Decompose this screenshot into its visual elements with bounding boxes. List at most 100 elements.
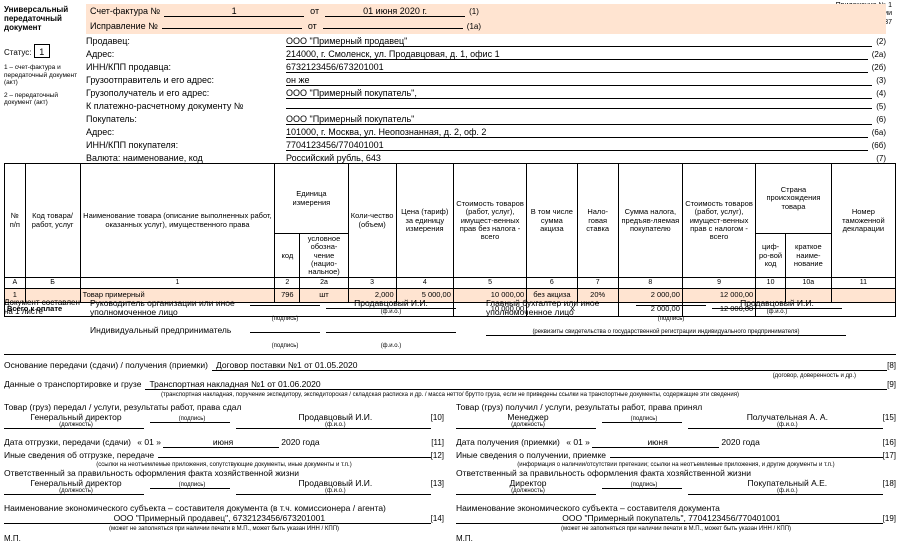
col-rate: Нало-говая ставка [577, 164, 618, 278]
transport-ref: [9] [887, 380, 896, 389]
basis-ref: [8] [887, 361, 896, 370]
acc-label: Главный бухгалтер или иное уполномоченно… [486, 299, 636, 316]
ip-note: (реквизиты свидетельства о государственн… [486, 329, 846, 336]
col-country-name: краткое наиме-нование [785, 234, 831, 278]
correction-from: от [302, 21, 323, 31]
divider [4, 354, 896, 355]
footnote-1: 1 – счет-фактура и передаточный документ… [4, 64, 82, 85]
seller-val-1: 214000, г. Смоленск, ул. Продавцовая, д.… [286, 49, 868, 60]
seller-ref-5: (5) [872, 102, 886, 111]
seller-val-6: ООО "Примерный покупатель" [286, 114, 872, 125]
seller-ref-2: (2б) [868, 63, 886, 72]
basis-label: Основание передачи (сдачи) / получения (… [4, 360, 212, 370]
head-label: Руководитель организации или иное уполно… [90, 299, 250, 316]
sub-sign-1: (подпись) [250, 316, 320, 322]
col-num: Б [25, 278, 80, 289]
name: Получательная А. А.(ф.и.о.) [688, 412, 883, 429]
col-decl: Номер таможенной декларации [831, 164, 895, 278]
correction-num [162, 28, 302, 29]
col-num: 5 [453, 278, 526, 289]
col-tax: Сумма налога, предъяв-ляемая покупателю [618, 164, 682, 278]
col-country-code: циф-ро-вой код [756, 234, 786, 278]
seller-ref-8: (6б) [868, 141, 886, 150]
col-num: 10а [785, 278, 831, 289]
pos: Менеджер(должность) [456, 412, 596, 429]
pos: Генеральный директор(должность) [4, 412, 144, 429]
transport-sub: (транспортная накладная, поручение экспе… [4, 392, 896, 398]
correction-date [323, 28, 463, 29]
header-block: Счет-фактура № 1 от 01 июня 2020 г. (1) … [86, 4, 886, 166]
correction-ref: (1а) [463, 22, 481, 31]
col-qty: Коли-чество (объем) [348, 164, 396, 278]
mp-stamp: М.П. [4, 534, 444, 543]
col-num: 6 [527, 278, 577, 289]
handover-title: Товар (груз) получил / услуги, результат… [456, 402, 896, 412]
invoice-label: Счет-фактура № [90, 6, 164, 16]
status-value: 1 [34, 44, 50, 58]
col-num: 2 [275, 278, 300, 289]
seller-label-9: Валюта: наименование, код [86, 153, 286, 163]
seller-ref-1: (2а) [868, 50, 886, 59]
handover-right: Товар (груз) получил / услуги, результат… [456, 402, 896, 543]
col-sum: Стоимость товаров (работ, услуг), имущес… [453, 164, 526, 278]
col-num: 9 [682, 278, 755, 289]
status-label: Статус: [4, 48, 32, 57]
handover-left: Товар (груз) передал / услуги, результат… [4, 402, 444, 543]
seller-label-2: ИНН/КПП продавца: [86, 62, 286, 72]
head-name: Продавцовый И.И.(ф.и.о.) [326, 298, 456, 309]
col-price: Цена (тариф) за единицу измерения [396, 164, 453, 278]
seller-info: Продавец:ООО "Примерный продавец"(2)Адре… [86, 36, 886, 166]
invoice-ref: (1) [465, 7, 479, 16]
col-num: 11 [831, 278, 895, 289]
col-numbers-row: АБ122а34567891010а11 [5, 278, 896, 289]
seller-val-5 [286, 108, 872, 109]
seller-val-7: 101000, г. Москва, ул. Неопознанная, д. … [286, 127, 868, 138]
seller-label-5: К платежно-расчетному документу № [86, 101, 286, 111]
items-table: № п/п Код товара/ работ, услуг Наименова… [4, 163, 896, 317]
bottom-block: Основание передачи (сдачи) / получения (… [4, 360, 896, 543]
col-num: 7 [577, 278, 618, 289]
seller-label-6: Покупатель: [86, 114, 286, 124]
invoice-date: 01 июня 2020 г. [325, 6, 465, 17]
transport-value: Транспортная накладная №1 от 01.06.2020 [145, 379, 887, 390]
seller-ref-4: (4) [872, 89, 886, 98]
seller-val-4: ООО "Примерный покупатель", [286, 88, 872, 99]
col-num: 4 [396, 278, 453, 289]
col-name: Наименование товара (описание выполненны… [80, 164, 275, 278]
seller-label-4: Грузополучатель и его адрес: [86, 88, 286, 98]
transport-label: Данные о транспортировке и грузе [4, 379, 145, 389]
left-column: Универсальный передаточный документ Стат… [4, 6, 82, 106]
col-num: 2а [300, 278, 348, 289]
mp-stamp: М.П. [456, 534, 896, 543]
seller-val-8: 7704123456/770401001 [286, 140, 868, 151]
seller-ref-9: (7) [872, 154, 886, 163]
col-num: 8 [618, 278, 682, 289]
seller-label-1: Адрес: [86, 49, 286, 59]
col-code: Код товара/ работ, услуг [25, 164, 80, 278]
invoice-num: 1 [164, 6, 304, 17]
seller-val-2: 6732123456/673201001 [286, 62, 868, 73]
acc-name: Продавцовый И.И.(ф.и.о.) [712, 298, 842, 309]
col-unit: Единица измерения [275, 164, 348, 234]
seller-ref-7: (6а) [868, 128, 886, 137]
seller-ref-3: (3) [872, 76, 886, 85]
col-num: 1 [80, 278, 275, 289]
seller-label-8: ИНН/КПП покупателя: [86, 140, 286, 150]
invoice-from: от [304, 6, 325, 16]
basis-value: Договор поставки №1 от 01.05.2020 [212, 360, 887, 371]
footnote-2: 2 – передаточный документ (акт) [4, 92, 82, 106]
sheets-note: Документ составлен на 1 листе [4, 298, 82, 316]
col-npp: № п/п [5, 164, 26, 278]
upd-document: Приложение № 1 к постановлению Правитель… [0, 0, 900, 553]
doc-title: Универсальный передаточный документ [4, 6, 82, 32]
seller-ref-6: (6) [872, 115, 886, 124]
col-country: Страна происхождения товара [756, 164, 832, 234]
col-unit-name: условное обозна-чение (нацио-нальное) [300, 234, 348, 278]
seller-label-7: Адрес: [86, 127, 286, 137]
col-unit-code: код [275, 234, 300, 278]
seller-label-0: Продавец: [86, 36, 286, 46]
seller-val-3: он же [286, 75, 872, 86]
ip-label: Индивидуальный предприниматель [90, 326, 250, 335]
col-num: А [5, 278, 26, 289]
col-total: Стоимость товаров (работ, услуг), имущес… [682, 164, 755, 278]
